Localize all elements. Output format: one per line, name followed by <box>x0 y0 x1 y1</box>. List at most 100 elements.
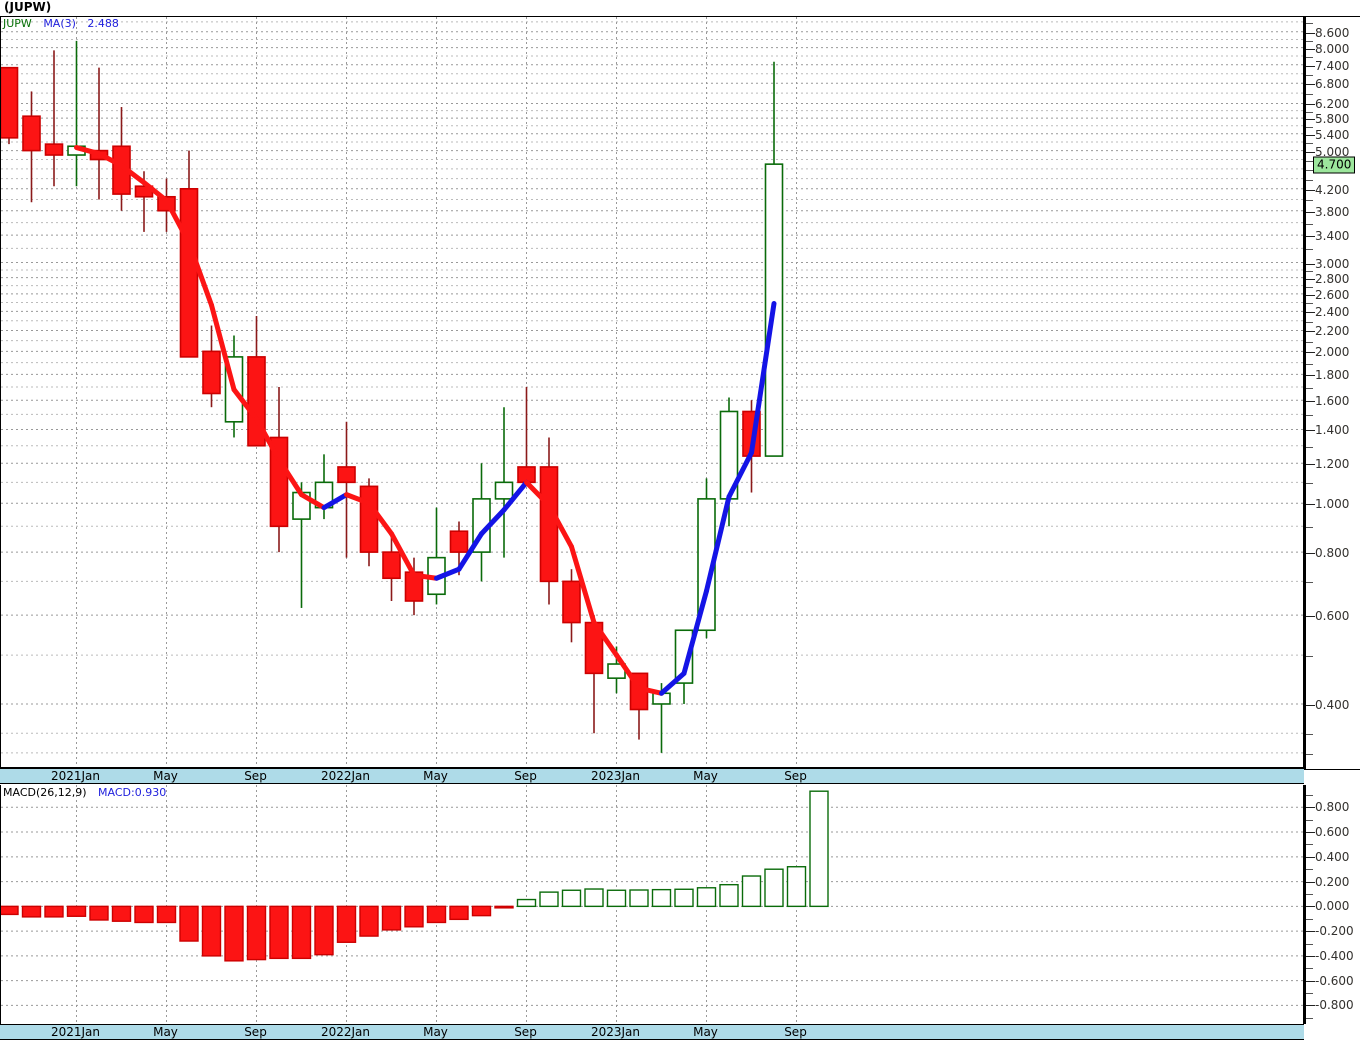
y-axis-label: 5.000 <box>1315 144 1350 159</box>
y-axis-minor-tick <box>1306 200 1313 202</box>
macd-y-axis-label: 0.000 <box>1315 899 1350 914</box>
macd-y-axis-minor-tick <box>1306 819 1313 821</box>
y-axis-tick <box>1306 401 1315 403</box>
y-axis-label: 1.200 <box>1315 457 1350 472</box>
macd-y-axis-minor-tick <box>1306 918 1313 920</box>
y-axis-tick <box>1306 553 1315 555</box>
macd-y-axis-label: 0.600 <box>1315 825 1350 840</box>
date-axis-label: May <box>423 1025 448 1039</box>
date-axis-label: Sep <box>784 769 807 783</box>
footer: © 12Stocks.com <box>0 1040 1360 1056</box>
date-axis-label: Sep <box>244 1025 267 1039</box>
y-axis-minor-tick <box>1306 160 1313 162</box>
date-axis-label: 2023Jan <box>590 769 641 783</box>
date-axis-label: 2022Jan <box>320 769 371 783</box>
y-axis-minor-tick <box>1306 22 1313 24</box>
y-axis-tick <box>1306 430 1315 432</box>
y-axis-minor-tick <box>1306 415 1313 417</box>
y-axis-minor-tick <box>1306 249 1313 251</box>
y-axis-minor-tick <box>1306 111 1313 113</box>
y-axis-label: 6.800 <box>1315 77 1350 92</box>
date-axis-label: May <box>423 769 448 783</box>
macd-y-axis-minor-tick <box>1306 844 1313 846</box>
macd-plot-svg <box>1 785 1303 1024</box>
y-axis-minor-tick <box>1306 656 1313 658</box>
y-axis-label: 5.400 <box>1315 127 1350 142</box>
macd-y-axis-label: 0.800 <box>1315 800 1350 815</box>
legend-symbol: JUPW <box>3 17 32 30</box>
y-axis-tick <box>1306 375 1315 377</box>
y-axis-minor-tick <box>1306 74 1313 76</box>
y-axis-label: 6.200 <box>1315 97 1350 112</box>
date-axis-label: May <box>693 769 718 783</box>
macd-y-axis-label: -0.600 <box>1315 973 1354 988</box>
macd-y-axis-label: -0.800 <box>1315 998 1354 1013</box>
y-axis-tick <box>1306 278 1315 280</box>
macd-chart-panel[interactable] <box>0 785 1304 1024</box>
macd-y-axis-tick <box>1306 832 1315 834</box>
macd-y-axis-tick <box>1306 906 1315 908</box>
y-axis-minor-tick <box>1306 94 1313 96</box>
price-y-axis[interactable]: 8.600 8.000 7.400 6.800 6.200 5.800 5.400 5.000… <box>1304 16 1360 770</box>
date-axis-label: 2022Jan <box>320 1025 371 1039</box>
y-axis-label: 3.400 <box>1315 229 1350 244</box>
y-axis-tick <box>1306 84 1315 86</box>
y-axis-minor-tick <box>1306 40 1313 42</box>
macd-y-axis-label: 0.400 <box>1315 849 1350 864</box>
macd-y-axis-tick <box>1306 980 1315 982</box>
y-axis-minor-tick <box>1306 223 1313 225</box>
macd-y-axis-tick <box>1306 1005 1315 1007</box>
y-axis-label: 1.600 <box>1315 394 1350 409</box>
y-axis-tick <box>1306 352 1315 354</box>
date-axis-label: Sep <box>514 1025 537 1039</box>
date-axis-label: Sep <box>244 769 267 783</box>
legend-indicator: MA(3) <box>43 17 76 30</box>
date-axis-top: 2021Jan May Sep 2022Jan May Sep 2023Jan May Sep <box>0 768 1304 784</box>
macd-legend-name: MACD(26,12,9) <box>3 786 87 799</box>
y-axis-label: 1.800 <box>1315 368 1350 383</box>
date-axis-label: Sep <box>784 1025 807 1039</box>
y-axis-tick <box>1306 151 1315 153</box>
macd-y-axis-spine <box>1304 785 1306 1024</box>
macd-y-axis-minor-tick <box>1306 993 1313 995</box>
macd-y-axis-minor-tick <box>1306 943 1313 945</box>
price-chart-panel[interactable] <box>0 16 1304 768</box>
y-axis-spine <box>1304 17 1306 769</box>
date-axis-label: May <box>693 1025 718 1039</box>
macd-y-axis-minor-tick <box>1306 794 1313 796</box>
macd-y-axis[interactable]: 0.800 0.600 0.400 0.200 0.000 -0.200 -0.400 -0.… <box>1304 785 1360 1024</box>
macd-y-axis-minor-tick <box>1306 893 1313 895</box>
y-axis-minor-tick <box>1306 321 1313 323</box>
date-axis-label: Sep <box>514 769 537 783</box>
legend-value: 2.488 <box>87 17 119 30</box>
macd-y-axis-label: 0.200 <box>1315 874 1350 889</box>
y-axis-label: 1.000 <box>1315 497 1350 512</box>
date-axis-bottom: 2021Jan May Sep 2022Jan May Sep 2023Jan May Sep <box>0 1024 1304 1040</box>
y-axis-tick <box>1306 65 1315 67</box>
y-axis-label: 5.800 <box>1315 112 1350 127</box>
macd-y-axis-minor-tick <box>1306 1017 1313 1019</box>
y-axis-label: 2.400 <box>1315 305 1350 320</box>
date-axis-label: 2023Jan <box>590 1025 641 1039</box>
macd-y-axis-label: -0.200 <box>1315 924 1354 939</box>
y-axis-label: 8.000 <box>1315 41 1350 56</box>
y-axis-minor-tick <box>1306 446 1313 448</box>
macd-y-axis-tick <box>1306 931 1315 933</box>
y-axis-tick <box>1306 211 1315 213</box>
y-axis-minor-tick <box>1306 286 1313 288</box>
price-legend: JUPW MA(3) 2.488 <box>3 17 119 30</box>
y-axis-minor-tick <box>1306 341 1313 343</box>
y-axis-label: 2.200 <box>1315 324 1350 339</box>
y-axis-label: 1.400 <box>1315 423 1350 438</box>
y-axis-label: 4.200 <box>1315 182 1350 197</box>
y-axis-tick <box>1306 312 1315 314</box>
y-axis-tick <box>1306 464 1315 466</box>
date-axis-label: May <box>153 769 178 783</box>
y-axis-label: 7.400 <box>1315 58 1350 73</box>
y-axis-tick <box>1306 616 1315 618</box>
date-axis-label: May <box>153 1025 178 1039</box>
y-axis-minor-tick <box>1306 753 1313 755</box>
y-axis-minor-tick <box>1306 126 1313 128</box>
y-axis-minor-tick <box>1306 270 1313 272</box>
